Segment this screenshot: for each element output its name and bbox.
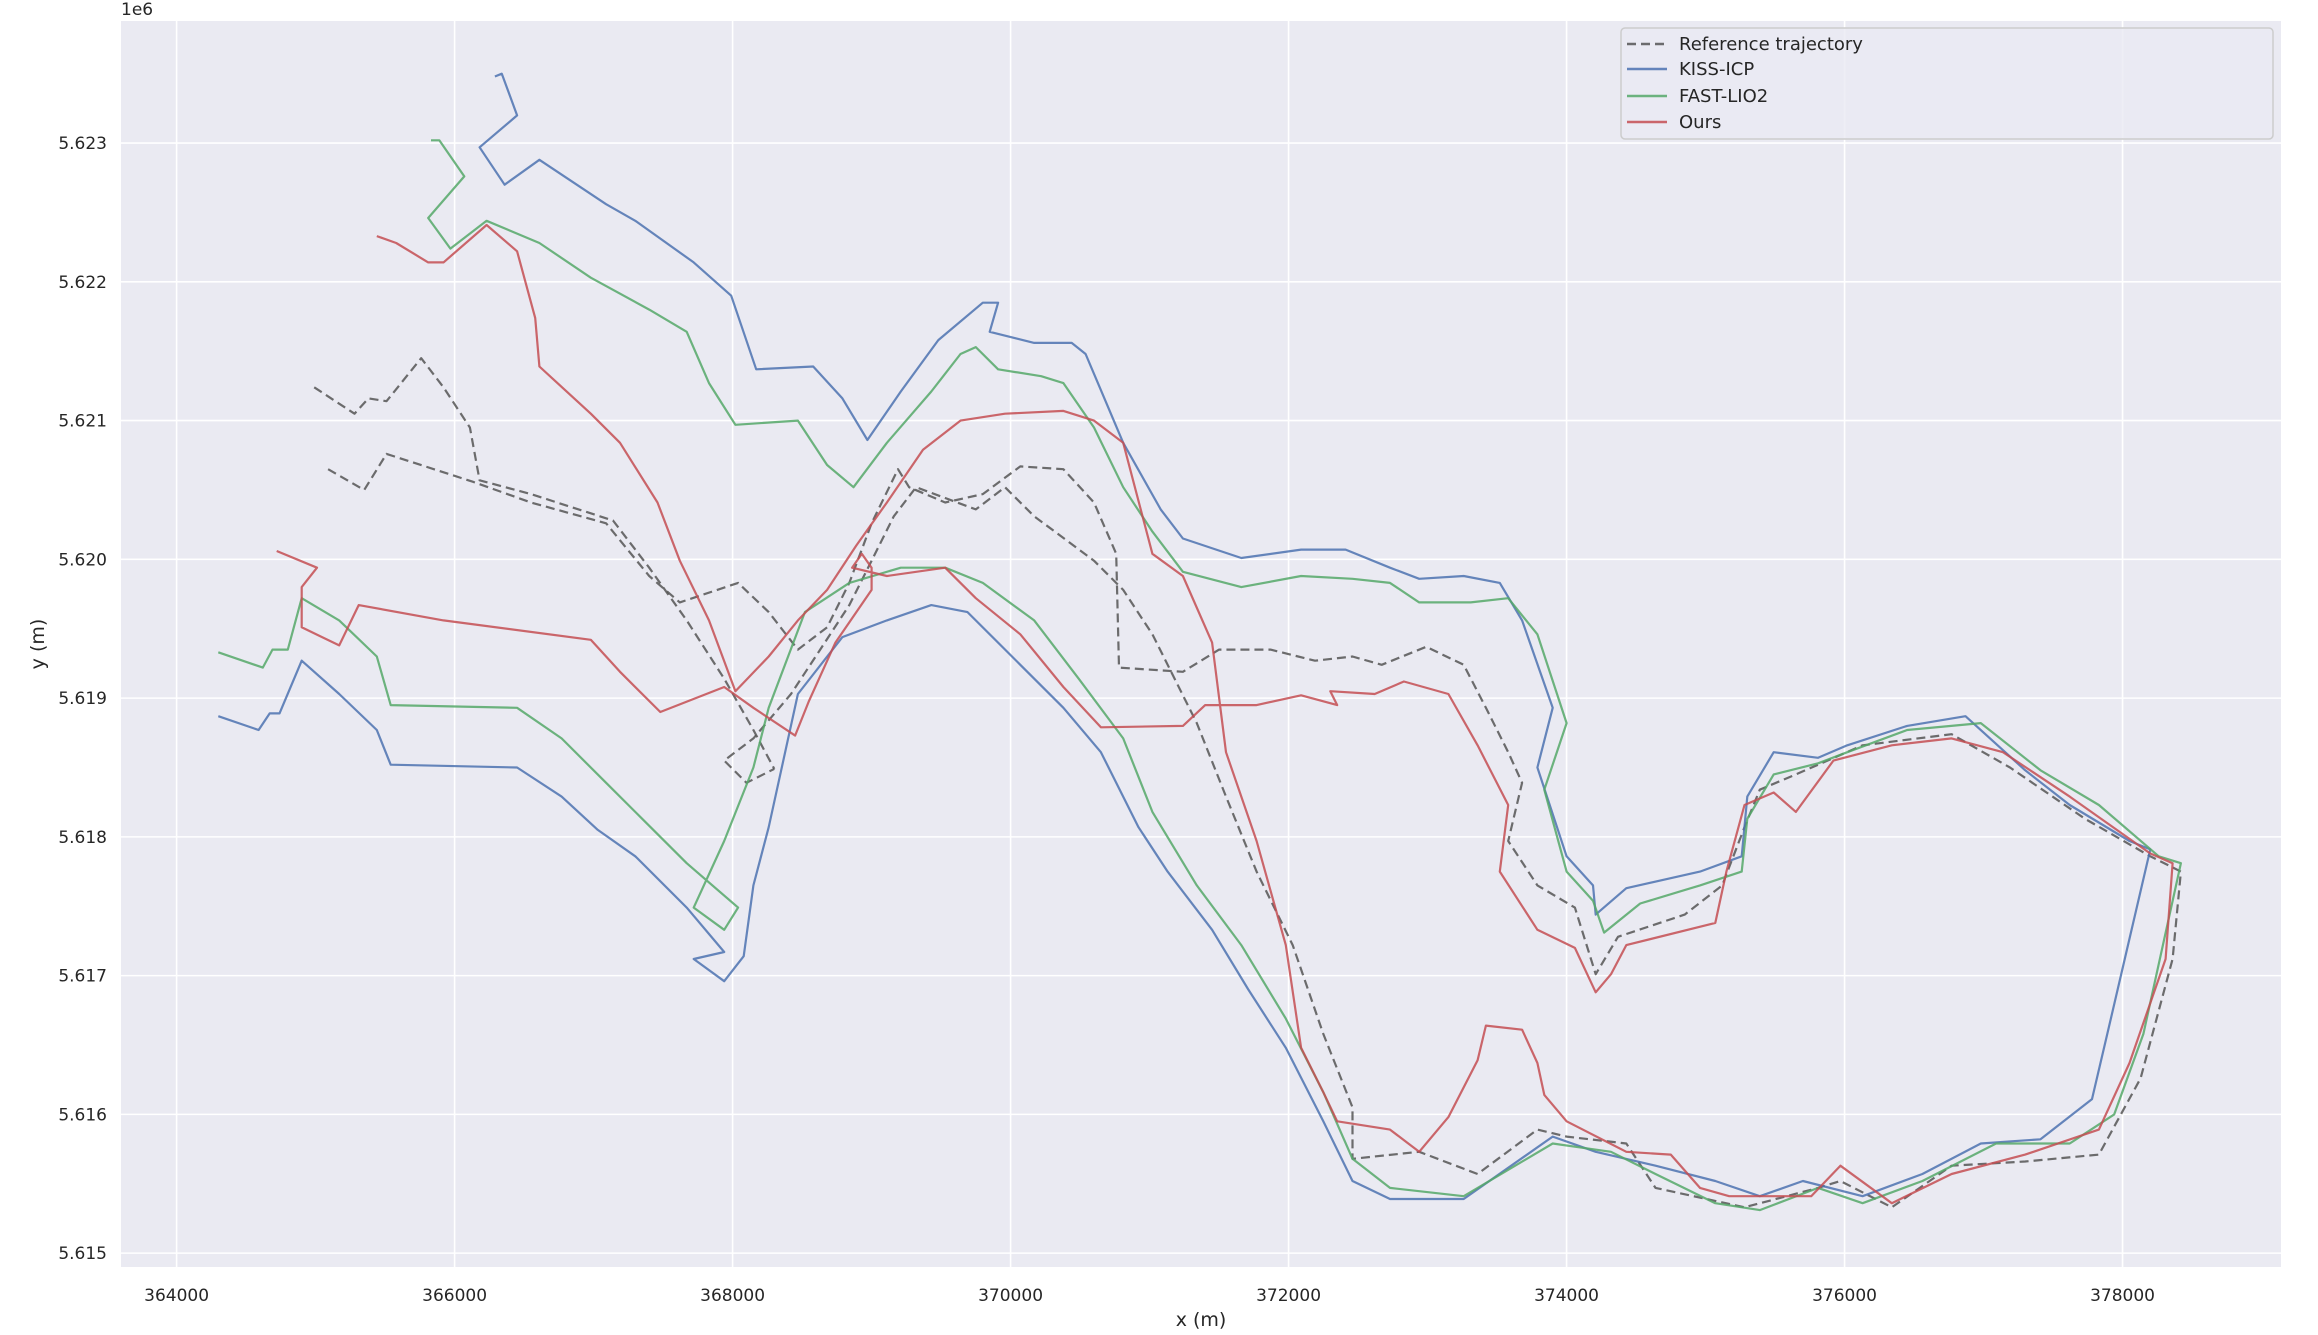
x-tick-label: 374000 bbox=[1534, 1286, 1599, 1306]
y-tick-label: 5.619 bbox=[58, 689, 107, 709]
y-tick-label: 5.615 bbox=[58, 1244, 107, 1264]
legend-label: KISS-ICP bbox=[1679, 59, 1754, 80]
x-tick-label: 370000 bbox=[978, 1286, 1043, 1306]
legend-label: Ours bbox=[1679, 112, 1721, 133]
grid-lines bbox=[121, 21, 2281, 1267]
series-lines bbox=[217, 72, 2182, 1212]
y-tick-label: 5.616 bbox=[58, 1105, 107, 1125]
y-tick-label: 5.618 bbox=[58, 828, 107, 848]
series-line-kiss-icp bbox=[217, 72, 2152, 1201]
x-axis-label: x (m) bbox=[1176, 1309, 1227, 1331]
y-tick-label: 5.621 bbox=[58, 412, 107, 432]
series-line-ours bbox=[276, 223, 2174, 1205]
legend-box bbox=[1620, 27, 2274, 140]
y-tick-label: 5.620 bbox=[58, 550, 107, 570]
y-axis-label: y (m) bbox=[27, 619, 49, 670]
series-line-reference-trajectory bbox=[313, 357, 776, 770]
x-tick-label: 364000 bbox=[144, 1286, 209, 1306]
x-tick-label: 378000 bbox=[2090, 1286, 2155, 1306]
y-tick-label: 5.623 bbox=[58, 134, 107, 154]
x-tick-label: 376000 bbox=[1812, 1286, 1877, 1306]
y-offset-label: 1e6 bbox=[121, 0, 153, 20]
y-tick-label: 5.622 bbox=[58, 273, 107, 293]
y-tick-label: 5.617 bbox=[58, 967, 107, 987]
legend: Reference trajectory KISS-ICP FAST-LIO2 Our… bbox=[1620, 27, 2274, 140]
x-tick-label: 368000 bbox=[700, 1286, 765, 1306]
x-tick-labels: 364000 366000 368000 370000 372000 374000 3760… bbox=[144, 1286, 2155, 1306]
legend-label: Reference trajectory bbox=[1679, 34, 1863, 55]
x-tick-label: 366000 bbox=[422, 1286, 487, 1306]
legend-label: FAST-LIO2 bbox=[1679, 86, 1768, 107]
y-tick-labels: 5.615 5.616 5.617 5.618 5.619 5.620 5.621 5.622… bbox=[58, 134, 107, 1264]
series-line-fast-lio2 bbox=[217, 139, 2182, 1212]
plot-background bbox=[121, 21, 2281, 1267]
x-tick-label: 372000 bbox=[1256, 1286, 1321, 1306]
